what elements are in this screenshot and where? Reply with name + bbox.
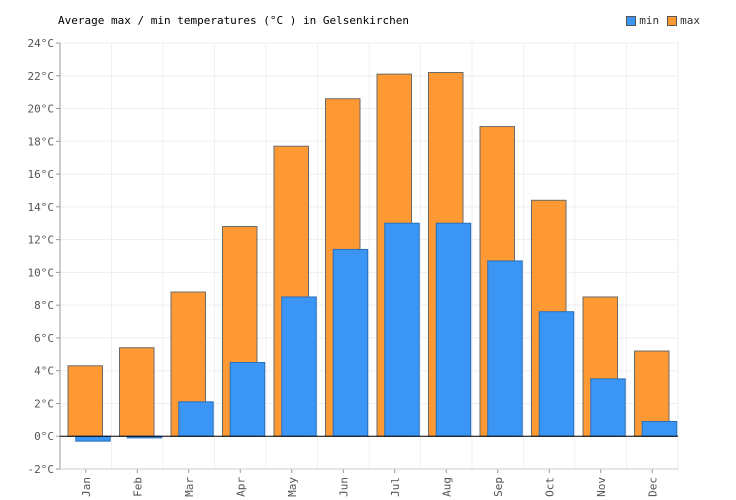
y-tick-label: 0°C	[34, 430, 54, 443]
legend-swatch-max	[667, 15, 678, 26]
x-tick-label: Mar	[183, 477, 196, 497]
y-tick-label: 10°C	[28, 266, 55, 279]
bar-max	[67, 365, 104, 437]
x-tick-label: Jun	[337, 477, 350, 497]
x-tick-label: Dec	[646, 477, 659, 497]
x-tick-label: Feb	[131, 477, 144, 497]
bar-min	[384, 222, 420, 437]
y-tick-label: 24°C	[28, 37, 55, 50]
y-tick-label: 22°C	[28, 70, 55, 83]
x-tick-label: Apr	[234, 477, 247, 497]
legend-label-max: max	[680, 14, 700, 27]
legend: min max	[626, 14, 700, 27]
y-tick-label: 14°C	[28, 201, 55, 214]
bar-max	[119, 347, 155, 437]
x-tick-label: Aug	[440, 477, 453, 497]
bar-min	[229, 362, 266, 437]
y-tick-label: -2°C	[28, 463, 55, 476]
legend-item-min: min	[626, 14, 659, 27]
bar-min	[178, 401, 214, 437]
x-tick-label: Sep	[492, 477, 505, 497]
y-tick-label: 8°C	[34, 299, 54, 312]
y-tick-label: 20°C	[28, 103, 55, 116]
y-tick-label: 6°C	[34, 332, 54, 345]
y-tick-label: 12°C	[28, 234, 55, 247]
bar-min	[641, 420, 678, 437]
bar-min	[281, 296, 317, 437]
legend-label-min: min	[639, 14, 660, 27]
bar-min	[332, 248, 369, 437]
bar-min	[590, 378, 626, 437]
legend-swatch-min	[626, 15, 637, 26]
bar-min	[538, 311, 575, 437]
y-tick-label: 4°C	[34, 365, 54, 378]
bar-min	[487, 260, 523, 437]
y-tick-label: 18°C	[28, 135, 55, 148]
x-tick-label: Jul	[389, 477, 402, 497]
y-tick-label: 16°C	[28, 168, 55, 181]
bar-min	[75, 435, 111, 442]
legend-item-max: max	[667, 14, 700, 27]
bar-min	[435, 222, 472, 437]
x-tick-label: Oct	[543, 477, 556, 497]
x-tick-label: Jan	[80, 477, 93, 497]
x-tick-label: Nov	[595, 477, 608, 497]
y-tick-label: 2°C	[34, 397, 54, 410]
chart-title: Average max / min temperatures (°C ) in …	[58, 14, 409, 27]
x-tick-label: May	[286, 477, 299, 497]
